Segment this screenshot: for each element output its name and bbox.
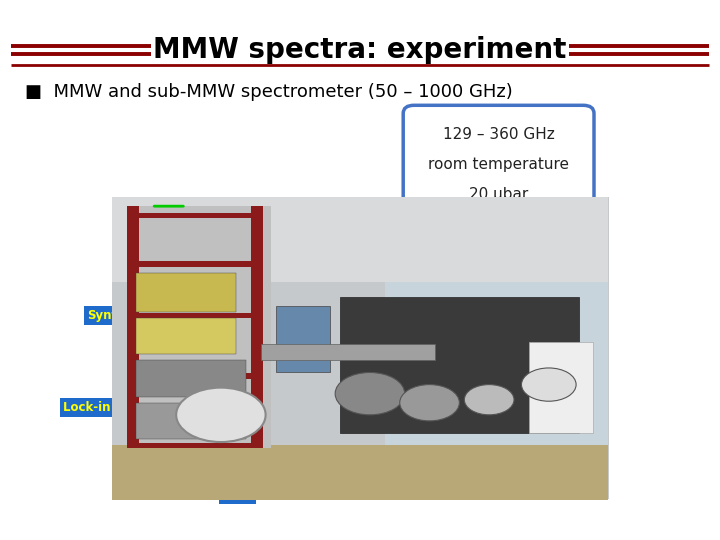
Text: Lens: Lens (222, 488, 253, 501)
Bar (112, 445, 608, 500)
Circle shape (176, 388, 266, 442)
Bar (385, 282, 608, 445)
FancyBboxPatch shape (403, 105, 594, 227)
Bar (137, 318, 236, 354)
Text: room temperature: room temperature (428, 157, 569, 172)
Bar (251, 206, 263, 448)
Bar (137, 273, 236, 312)
Bar (112, 197, 608, 282)
Circle shape (464, 384, 514, 415)
Text: ■  MMW and sub-MMW spectrometer (50 – 1000 GHz): ■ MMW and sub-MMW spectrometer (50 – 100… (25, 83, 513, 101)
Bar (137, 403, 246, 439)
Bar (127, 261, 263, 267)
Bar (127, 213, 263, 218)
Text: Sample cells: Sample cells (397, 355, 481, 368)
Bar (529, 342, 593, 433)
Text: Lock-in amplifier: Lock-in amplifier (63, 401, 174, 414)
Circle shape (336, 373, 405, 415)
Bar (127, 313, 263, 318)
Bar (261, 344, 434, 360)
Bar (276, 306, 330, 373)
Bar (127, 206, 139, 448)
Text: 129 – 360 GHz: 129 – 360 GHz (443, 127, 554, 142)
Bar (340, 297, 579, 433)
Text: MMW spectra: experiment: MMW spectra: experiment (153, 36, 567, 64)
Text: Synthesizer: Synthesizer (87, 309, 165, 322)
Bar (137, 360, 246, 397)
Text: AM chains: AM chains (398, 434, 466, 447)
Circle shape (521, 368, 576, 401)
Bar (127, 206, 271, 448)
Bar (127, 373, 263, 379)
Bar (127, 443, 263, 448)
Circle shape (400, 384, 459, 421)
Text: 20 μbar: 20 μbar (469, 187, 528, 202)
